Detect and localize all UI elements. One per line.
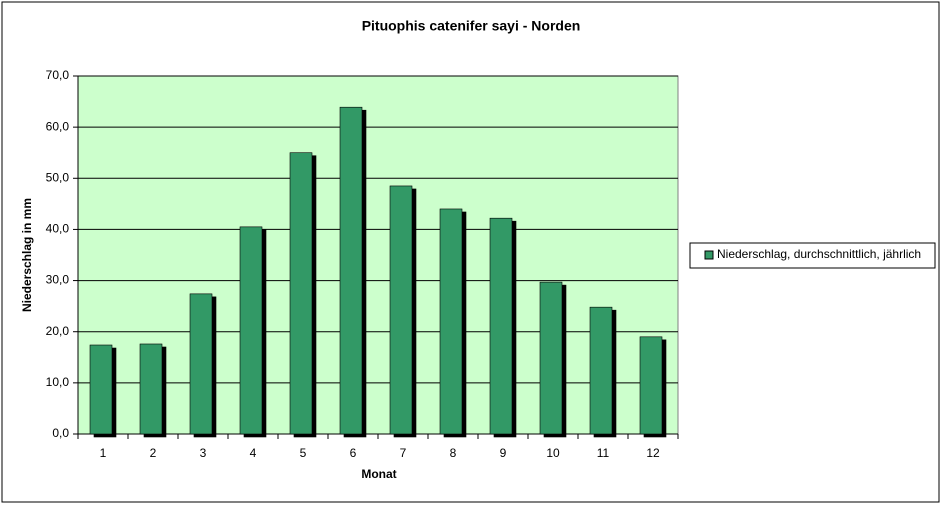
bar <box>339 106 363 435</box>
legend-label: Niederschlag, durchschnittlich, jährlich <box>717 247 921 261</box>
y-axis-title: Niederschlag in mm <box>20 198 34 312</box>
x-tick-label: 9 <box>500 446 507 460</box>
x-axis-title: Monat <box>361 467 396 481</box>
bar <box>289 152 313 435</box>
x-tick-label: 2 <box>150 446 157 460</box>
bar <box>389 185 413 435</box>
x-tick-label: 11 <box>597 446 610 460</box>
legend-box <box>689 242 936 269</box>
x-tick-label: 7 <box>400 446 407 460</box>
bar <box>89 344 113 435</box>
x-tick-label: 10 <box>546 446 560 460</box>
y-tick-label: 10,0 <box>46 375 70 389</box>
legend: Niederschlag, durchschnittlich, jährlich <box>689 242 936 269</box>
x-tick-label: 5 <box>300 446 307 460</box>
bar <box>189 293 213 435</box>
y-tick-label: 70,0 <box>46 68 70 82</box>
y-tick-label: 30,0 <box>46 273 70 287</box>
bar <box>139 343 163 435</box>
x-tick-label: 4 <box>250 446 257 460</box>
legend-swatch <box>704 250 714 260</box>
bar <box>639 336 663 435</box>
bar <box>239 226 263 435</box>
x-tick-label: 8 <box>450 446 457 460</box>
y-tick-label: 40,0 <box>46 222 70 236</box>
bar <box>589 306 613 435</box>
bar <box>539 281 563 435</box>
y-tick-label: 50,0 <box>46 170 70 184</box>
chart-title: Pituophis catenifer sayi - Norden <box>362 18 581 34</box>
bar <box>489 217 513 435</box>
y-tick-label: 0,0 <box>52 426 69 440</box>
x-tick-label: 12 <box>646 446 660 460</box>
y-tick-label: 20,0 <box>46 324 70 338</box>
plot-area <box>77 75 679 435</box>
y-tick-label: 60,0 <box>46 119 70 133</box>
bar <box>439 208 463 435</box>
x-tick-label: 6 <box>350 446 357 460</box>
x-tick-label: 3 <box>200 446 207 460</box>
x-tick-label: 1 <box>100 446 107 460</box>
